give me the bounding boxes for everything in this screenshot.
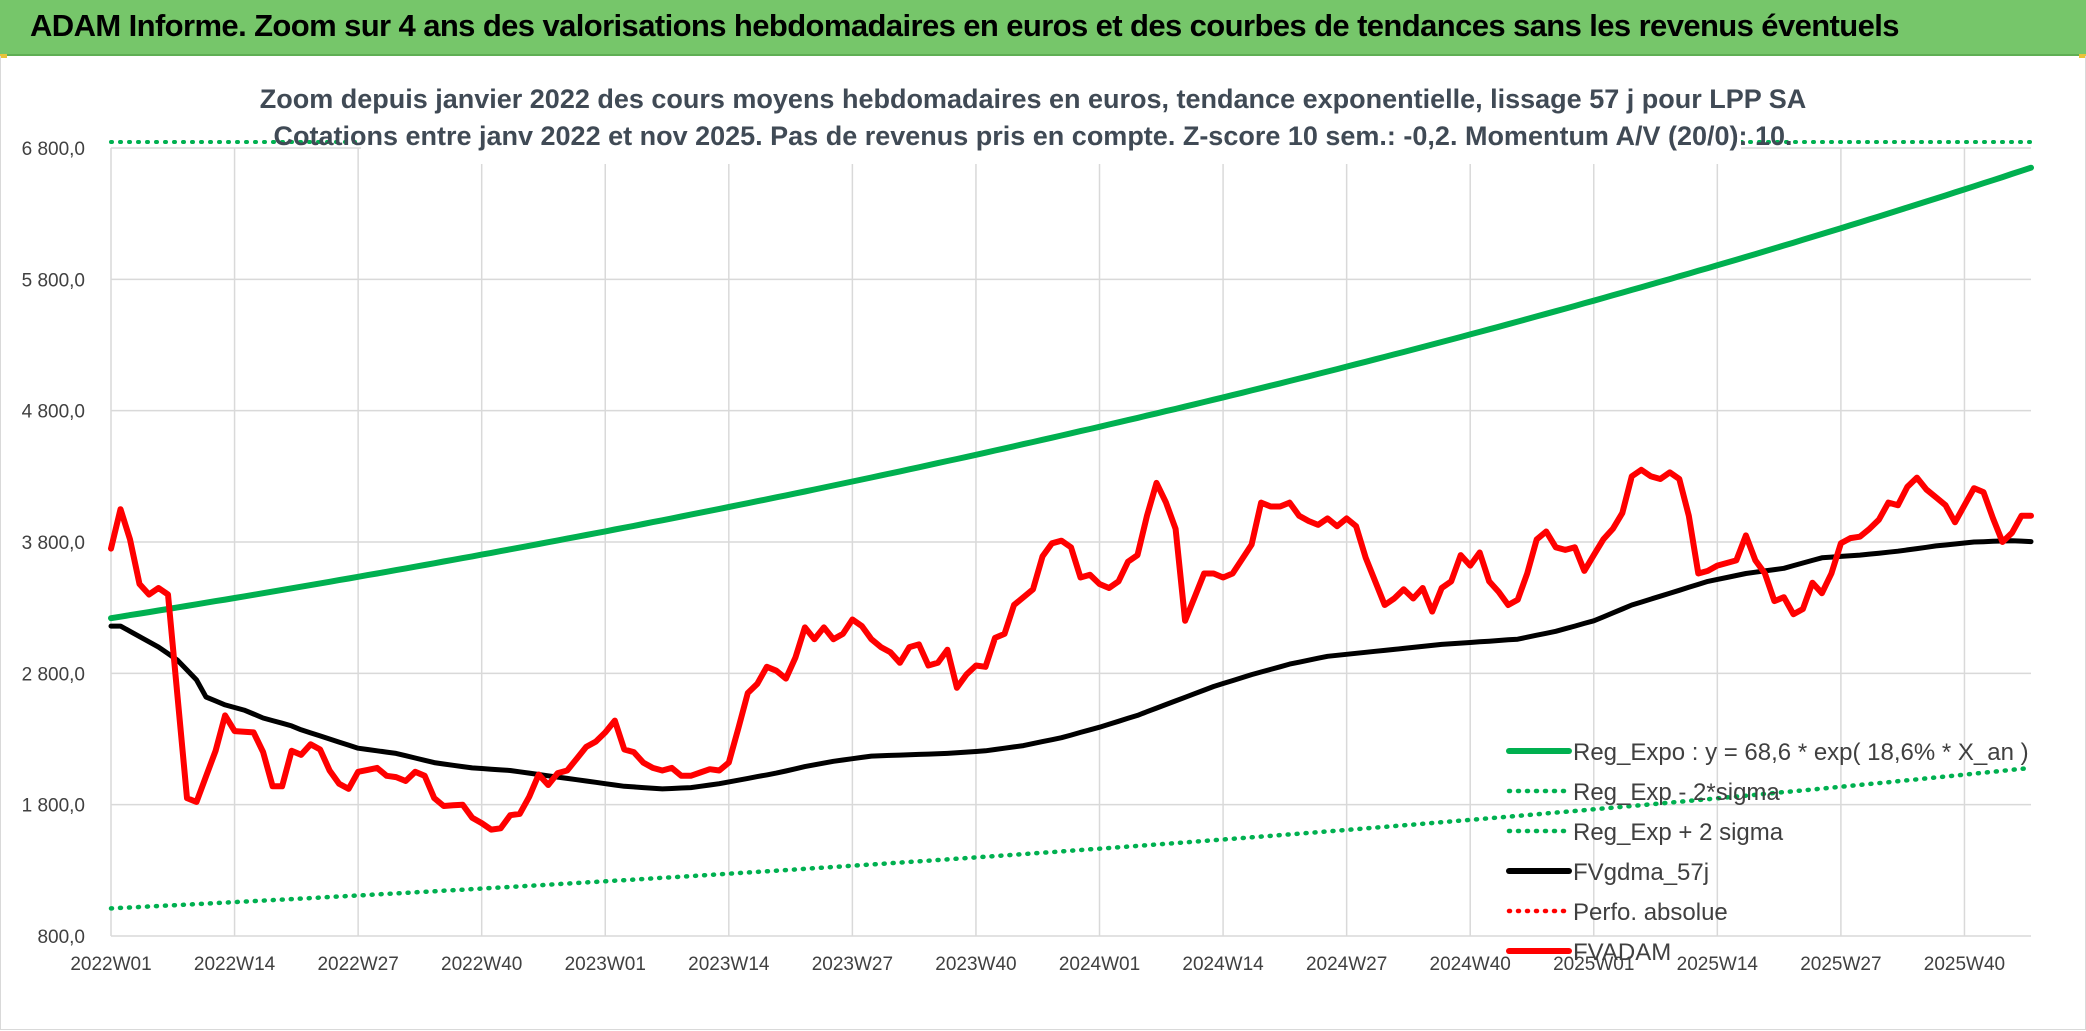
x-tick-label: 2022W14 [194,954,276,975]
report-title: ADAM Informe. Zoom sur 4 ans des valoris… [30,8,1900,43]
report-banner: ADAM Informe. Zoom sur 4 ans des valoris… [0,0,2086,56]
y-tick-label: 2 800,0 [22,664,85,685]
x-tick-label: 2025W01 [1553,954,1634,975]
x-tick-label: 2024W01 [1059,954,1140,975]
y-tick-label: 800,0 [37,927,85,948]
chart-title: Zoom depuis janvier 2022 des cours moyen… [260,84,1807,114]
legend-label: FVADAM [1573,939,1671,966]
fvadam-line [108,466,2034,833]
chart-frame: 800,0 1 800,0 2 800,0 3 800,0 4 800,0 5 800,0… [0,56,2086,1030]
x-tick-label: 2023W27 [812,954,893,975]
x-tick-label: 2025W40 [1924,954,2005,975]
legend-label: FVgdma_57j [1573,859,1709,886]
line-chart: 800,0 1 800,0 2 800,0 3 800,0 4 800,0 5 800,0… [22,78,2034,975]
chart-subtitle: Cotations entre janv 2022 et nov 2025. P… [273,121,1792,151]
x-tick-label: 2024W40 [1430,954,1511,975]
gridlines [110,147,2031,937]
x-tick-label: 2025W27 [1800,954,1881,975]
y-tick-label: 5 800,0 [22,270,85,291]
y-tick-label: 4 800,0 [22,402,85,423]
corner-accent-right [2079,54,2086,58]
fvgdma-57j-line [108,538,2034,792]
y-tick-label: 6 800,0 [22,139,85,160]
x-tick-label: 2023W14 [688,954,770,975]
plot-area [108,140,2034,911]
x-tick-label: 2023W01 [565,954,646,975]
x-tick-label: 2024W27 [1306,954,1387,975]
reg-expo-line [108,164,2034,622]
legend-label: Reg_Expo : y = 68,6 * exp( 18,6% * X_an … [1573,739,2029,766]
x-tick-label: 2022W27 [317,954,398,975]
y-axis-ticks: 800,0 1 800,0 2 800,0 3 800,0 4 800,0 5 800,0… [22,139,85,948]
legend-label: Reg_Exp + 2 sigma [1573,819,1784,846]
corner-accent-left [0,54,7,58]
subtitle-background [361,78,1741,164]
x-tick-label: 2024W14 [1182,954,1264,975]
legend-label: Reg_Exp - 2*sigma [1573,779,1780,806]
x-axis-ticks: 2022W01 2022W14 2022W27 2022W40 2023W01 2023W… [70,954,2005,975]
x-tick-label: 2022W01 [70,954,151,975]
x-tick-label: 2022W40 [441,954,522,975]
x-tick-label: 2025W14 [1677,954,1759,975]
reg-exp-minus-2sigma-line [108,765,2034,911]
legend: Reg_Expo : y = 68,6 * exp( 18,6% * X_an … [1506,739,2029,966]
x-tick-label: 2023W40 [935,954,1016,975]
y-tick-label: 1 800,0 [22,796,85,817]
legend-label: Perfo. absolue [1573,899,1728,926]
y-tick-label: 3 800,0 [22,533,85,554]
